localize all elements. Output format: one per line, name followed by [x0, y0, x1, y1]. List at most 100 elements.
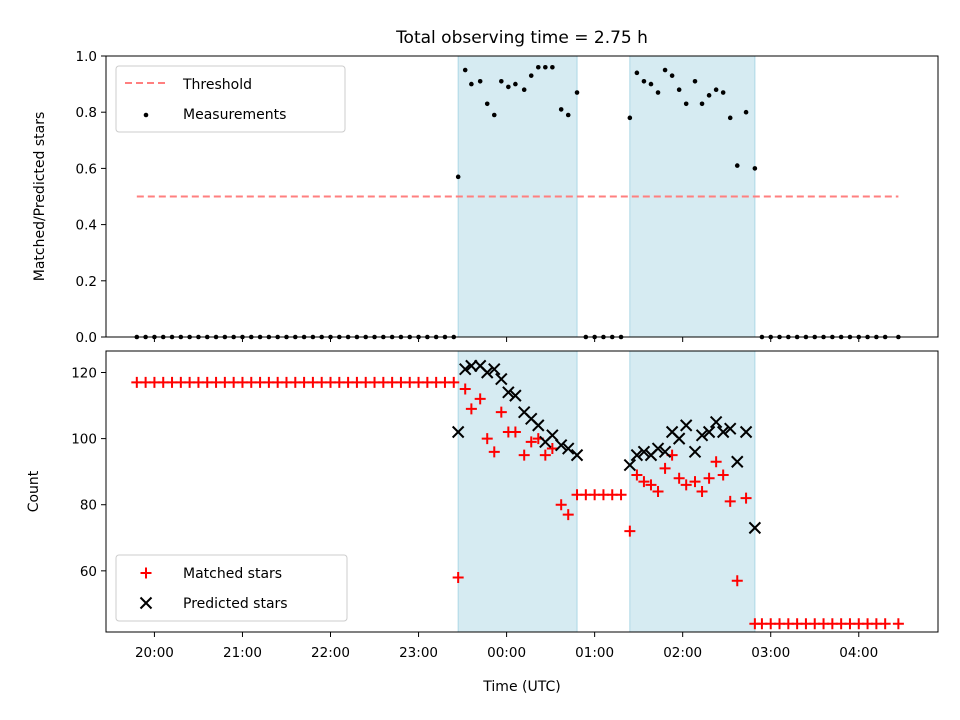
measurement-point [513, 81, 518, 87]
measurement-point [506, 84, 511, 90]
matched-legend-swatch [140, 567, 152, 579]
measurement-point [692, 78, 698, 84]
predicted-star-point [502, 386, 515, 399]
measurement-point [727, 115, 733, 121]
predicted-star-point [716, 425, 730, 439]
predicted-legend-swatch [139, 596, 153, 610]
measurement-point [491, 112, 497, 118]
measurement-point [455, 174, 461, 180]
matched-star-point [495, 406, 507, 418]
predicted-star-point [748, 521, 762, 535]
predicted-star-point [630, 448, 644, 462]
top-panel: 0.0 0.2 0.4 0.6 0.8 1.0 [76, 49, 939, 346]
bottom-y-axis-label: Count [26, 470, 42, 512]
x-tick-label: 21:00 [223, 645, 262, 661]
measurement-point [648, 81, 654, 87]
x-tick-label: 02:00 [663, 645, 702, 661]
matched-star-point [631, 469, 643, 481]
predicted-star-point [481, 366, 494, 379]
predicted-star-point [459, 362, 472, 376]
bottom-panel: 60 80 100 120 20:00 21:00 22:00 23:00 00:00 01:00… [71, 350, 939, 661]
matched-star-point [481, 433, 493, 445]
measurement-point [528, 73, 534, 78]
predicted-star-point [688, 445, 702, 459]
predicted-star-point [451, 425, 465, 439]
predicted-star-point [546, 429, 559, 442]
x-tick-label: 23:00 [399, 645, 438, 661]
predicted-star-point [658, 445, 672, 459]
measurement-point [655, 90, 661, 95]
matched-star-point [546, 443, 558, 455]
predicted-star-point [651, 442, 665, 455]
bottom-axes-frame [105, 350, 939, 633]
measurement-point [676, 87, 682, 93]
top-y-tick-label: 1.0 [76, 49, 97, 65]
x-tick-label: 20:00 [135, 645, 174, 661]
matched-star-point [452, 571, 464, 583]
predicted-star-point [739, 425, 753, 439]
bottom-legend-box [115, 554, 348, 622]
top-y-tick-label: 0.2 [76, 274, 97, 290]
predicted-star-point [724, 422, 737, 435]
matched-star-point [488, 446, 500, 458]
measurement-point [477, 78, 483, 84]
measurement-point [484, 101, 490, 107]
predicted-star-point [532, 419, 545, 432]
matched-star-point [696, 486, 708, 497]
x-tick-label: 22:00 [311, 645, 350, 661]
matched-star-point [703, 472, 715, 484]
measurement-point [469, 81, 474, 87]
predicted-star-point [554, 439, 568, 452]
predicted-star-point [702, 425, 716, 439]
predicted-star-point [495, 372, 508, 386]
top-y-axis-label: Matched/Predicted stars [32, 112, 48, 282]
top-legend-box [115, 65, 346, 133]
predicted-star-point [709, 415, 723, 429]
top-y-tick-label: 0.4 [76, 218, 97, 234]
measurement-point [543, 64, 548, 70]
measurement-point [662, 67, 668, 73]
measurement-point [499, 78, 504, 84]
bottom-y-tick-label: 100 [71, 432, 97, 448]
measurement-point [734, 163, 740, 168]
threshold-legend-label: Threshold [182, 77, 252, 93]
predicted-star-point [731, 455, 744, 468]
matched-star-point [680, 479, 692, 491]
matched-star-point [562, 509, 574, 521]
measurement-point [462, 67, 468, 73]
matched-star-point [659, 462, 671, 474]
predicted-star-point [623, 458, 637, 472]
matched-star-point [879, 618, 891, 630]
predicted-star-point [488, 362, 501, 376]
measurement-point [743, 109, 749, 115]
measurement-point [752, 166, 758, 171]
matched-star-point [525, 436, 537, 448]
matched-star-point [624, 525, 636, 537]
measurement-point [713, 87, 719, 93]
predicted-star-point [637, 445, 651, 459]
matched-star-point [474, 393, 486, 405]
measurements-legend-swatch [143, 112, 149, 118]
top-y-tick-label: 0.6 [76, 161, 97, 177]
measurement-point [535, 64, 541, 70]
bottom-legend: Matched stars Predicted stars [115, 554, 348, 622]
measurement-point [521, 87, 527, 93]
chart-title: Total observing time = 2.75 h [395, 28, 648, 48]
measurement-point [565, 112, 571, 118]
predicted-star-point [509, 389, 522, 402]
x-tick-label: 00:00 [487, 645, 526, 661]
measurement-point [627, 115, 633, 121]
predicted-star-point [570, 448, 584, 462]
measurement-point [669, 73, 675, 78]
matched-star-point [724, 495, 736, 507]
matched-star-point [539, 449, 551, 461]
measurements-legend-label: Measurements [183, 107, 286, 123]
predicted-legend-label: Predicted stars [183, 596, 288, 612]
matched-star-point [509, 426, 521, 438]
matched-star-point [645, 479, 657, 491]
predicted-star-point [465, 359, 478, 373]
x-axis-label: Time (UTC) [482, 679, 560, 695]
x-tick-label: 03:00 [751, 645, 790, 661]
measurement-point [706, 93, 712, 98]
